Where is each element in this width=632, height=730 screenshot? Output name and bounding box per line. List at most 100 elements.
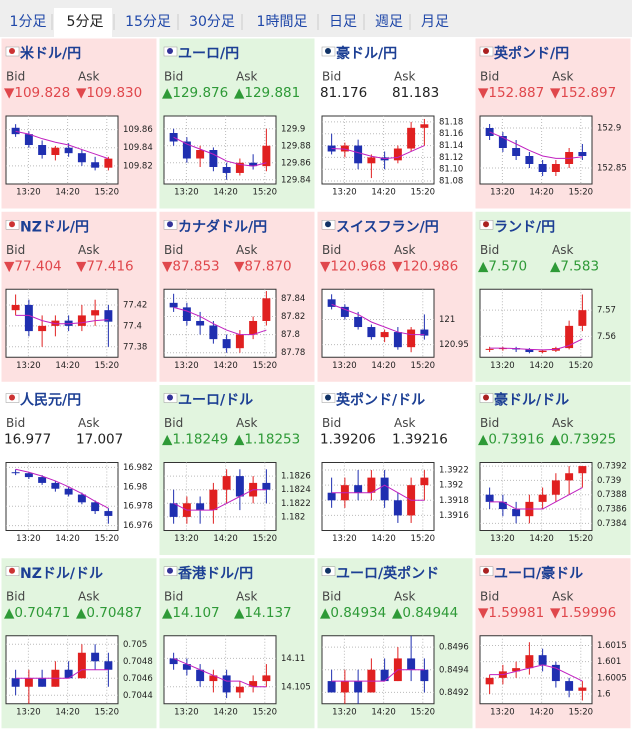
chart-area [163,115,277,185]
candle-body [551,480,560,495]
candle-body [340,306,349,317]
moving-average [173,489,267,511]
x-tick-label: 14:20 [529,361,554,371]
candle-body [525,655,534,669]
bid-label: Bid [480,416,499,430]
candle-body [578,310,587,326]
pair-name[interactable]: ユーロ/英ポンド [336,565,439,582]
x-tick-label: 15:20 [411,188,436,198]
candle-body [91,310,100,316]
pair-name[interactable]: ユーロ/豪ドル [494,565,583,582]
tab[interactable]: 日足 [329,14,357,30]
pair-name[interactable]: 豪ドル/円 [336,45,397,62]
candle-body [380,477,389,501]
y-tick-label: 16.978 [123,502,153,512]
y-tick-label: 0.705 [123,640,147,650]
candle-body [512,668,521,672]
candle-body [354,316,363,328]
ask-price: ▲1.18253 [234,432,300,448]
chart-area [321,115,435,185]
tab[interactable]: 15分足 [125,14,171,30]
moving-average [331,484,425,501]
candle-body [512,509,521,517]
chart-area [5,115,119,185]
moving-average [331,303,425,336]
moving-average [331,669,425,682]
tab[interactable]: 30分足 [189,14,235,30]
x-tick-label: 13:20 [174,707,199,717]
tab[interactable]: 週足 [375,14,403,30]
pair-name[interactable]: カナダドル/円 [178,218,267,235]
pair-name[interactable]: 香港ドル/円 [177,565,253,582]
candle-body [104,310,113,322]
pair-name[interactable]: NZドル/円 [20,219,89,235]
bid-label: Bid [6,243,25,257]
candle-body [222,476,231,490]
candle-body [11,678,20,687]
pair-name[interactable]: ユーロ/円 [178,46,239,62]
bid-price: ▲0.70471 [4,605,70,621]
pair-name[interactable]: 豪ドル/ドル [494,392,569,409]
pair-name[interactable]: 英ポンド/円 [493,45,569,62]
y-tick-label: 1.3916 [439,511,469,521]
ask-label: Ask [394,589,415,603]
bid-price: ▼120.968 [320,258,386,274]
candle-body [327,681,336,693]
ask-price: ▼1.59996 [550,605,616,621]
pair-name[interactable]: ユーロ/ドル [178,393,253,409]
tab[interactable]: 月足 [421,14,449,30]
x-tick-label: 15:20 [569,361,594,371]
tab[interactable]: 5分足 [67,14,104,30]
ask-label: Ask [78,416,99,430]
candle-body [182,141,191,159]
candle-body [38,145,47,155]
x-tick-label: 15:20 [95,361,120,371]
pair-name[interactable]: 人民元/円 [20,392,81,409]
candle-body [38,678,47,687]
moving-average [489,131,583,159]
tab[interactable]: 1分足 [10,14,47,30]
pair-name[interactable]: NZドル/ドル [20,566,103,582]
candle-body [420,124,429,128]
flag-icon [325,394,331,401]
y-tick-label: 152.9 [597,124,621,134]
y-tick-label: 129.88 [281,141,311,151]
ask-label: Ask [552,416,573,430]
bid-price: ▼109.828 [4,85,70,101]
candle-body [235,686,244,693]
candle-body [578,466,587,474]
candle-body [262,298,271,321]
x-tick-label: 13:20 [174,534,199,544]
pair-name[interactable]: 英ポンド/ドル [335,392,425,409]
y-tick-label: 1.6 [597,690,611,700]
pair-name[interactable]: スイスフラン/円 [336,219,439,235]
candle-body [420,477,429,486]
chart-area [479,115,593,185]
pair-name[interactable]: ランド/円 [494,219,555,235]
flag-icon [483,221,489,228]
flag-icon [325,567,331,574]
y-tick-label: 1.3922 [439,466,469,476]
ask-label: Ask [552,70,573,84]
candle-body [209,489,218,511]
y-tick-label: 0.7386 [597,505,627,515]
moving-average [489,664,583,682]
x-tick-label: 14:20 [529,534,554,544]
y-tick-label: 87.82 [281,312,305,322]
candle-body [393,500,402,516]
candle-body [512,148,521,156]
ask-label: Ask [236,416,257,430]
candle-body [77,153,86,163]
candle-body [222,339,231,349]
candle-body [209,150,218,167]
x-tick-label: 15:20 [411,707,436,717]
candle-body [525,156,534,164]
tab[interactable]: 1時間足 [257,14,308,30]
candle-body [498,136,507,148]
y-tick-label: 0.7384 [597,519,627,529]
candle-body [407,658,416,670]
pair-name[interactable]: 米ドル/円 [20,45,81,62]
y-tick-label: 109.86 [123,125,153,135]
candle-body [538,655,547,665]
x-tick-label: 13:20 [16,188,41,198]
